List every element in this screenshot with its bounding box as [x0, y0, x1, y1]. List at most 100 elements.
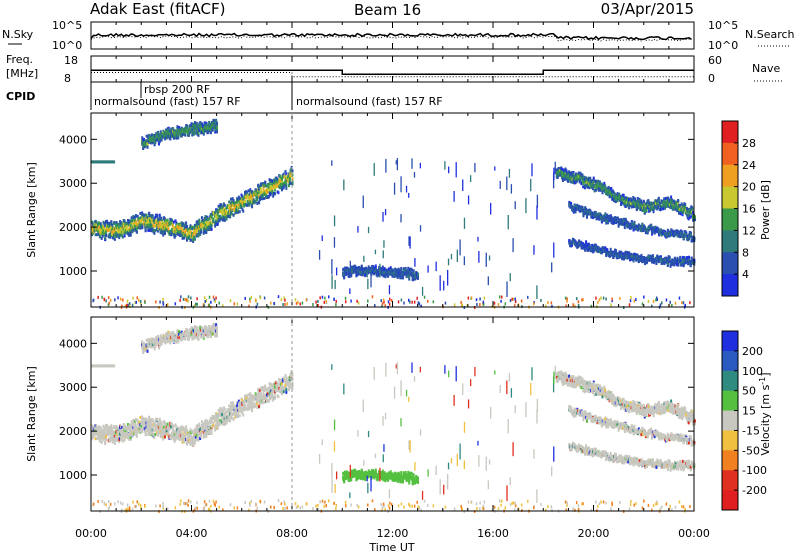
- power-cell: [141, 223, 144, 227]
- power-cell: [182, 229, 185, 233]
- power-cell: [363, 267, 366, 271]
- power-cell: [238, 210, 241, 214]
- power-cell: [667, 204, 670, 208]
- power-cell: [263, 196, 266, 200]
- power-cell: [288, 180, 291, 184]
- power-cell: [683, 256, 686, 260]
- power-cell: [178, 226, 181, 230]
- power-cell: [666, 228, 669, 232]
- power-cell: [170, 221, 173, 225]
- power-cell: [228, 203, 231, 207]
- power-cell: [105, 234, 108, 238]
- power-cell: [111, 228, 114, 232]
- power-cell: [627, 256, 630, 260]
- power-cell: [157, 217, 160, 221]
- power-cell: [657, 199, 660, 203]
- power-cell: [614, 251, 617, 255]
- power-cell: [191, 133, 194, 137]
- power-cell: [581, 206, 584, 210]
- power-cell: [675, 229, 678, 233]
- power-cell: [383, 270, 386, 274]
- power-cell: [637, 259, 640, 263]
- power-cell: [391, 269, 394, 273]
- power-cell: [141, 225, 144, 229]
- power-cell: [606, 216, 609, 220]
- power-cell: [660, 233, 663, 237]
- power-cell: [669, 206, 672, 210]
- power-cell: [123, 234, 126, 238]
- power-cell: [184, 231, 187, 235]
- power-cell: [675, 201, 678, 205]
- power-cell: [641, 223, 644, 227]
- power-cell: [243, 196, 246, 200]
- power-cell: [659, 228, 662, 232]
- power-cell: [263, 192, 266, 196]
- power-cell: [658, 233, 661, 237]
- power-cell: [100, 226, 103, 230]
- power-cell: [577, 244, 580, 248]
- power-cell: [633, 220, 636, 224]
- power-cell: [120, 222, 123, 226]
- power-cell: [223, 203, 226, 207]
- power-cell: [197, 130, 200, 134]
- power-cell: [199, 233, 202, 237]
- power-cell: [636, 196, 639, 200]
- nave-right-label: Nave: [752, 62, 780, 75]
- power-cell: [118, 226, 121, 230]
- power-cell: [289, 181, 292, 185]
- power-cell: [285, 186, 288, 190]
- power-cell: [102, 229, 105, 233]
- power-cell: [631, 223, 634, 227]
- power-cell: [355, 270, 358, 274]
- power-cell: [174, 219, 177, 223]
- power-cell: [659, 255, 662, 259]
- power-cell: [172, 220, 175, 224]
- power-cell: [261, 197, 264, 201]
- power-cell: [603, 181, 606, 185]
- power-cell: [687, 217, 690, 221]
- power-cell: [667, 197, 670, 201]
- power-cell: [633, 222, 636, 226]
- power-cell: [594, 179, 597, 183]
- power-cell: [290, 171, 293, 175]
- power-cell: [639, 257, 642, 261]
- power-cell: [690, 257, 693, 261]
- power-cell: [585, 181, 588, 185]
- power-cell: [276, 180, 279, 184]
- power-cell: [144, 229, 147, 233]
- power-cell: [216, 220, 219, 224]
- power-cell: [157, 142, 160, 146]
- power-cell: [373, 266, 376, 270]
- power-cell: [235, 208, 238, 212]
- power-cell: [606, 248, 609, 252]
- freq-right-tick-top: 60: [708, 54, 722, 67]
- power-cell: [670, 195, 673, 199]
- power-cell: [386, 268, 389, 272]
- frequency-line: [91, 69, 694, 75]
- power-cell: [570, 202, 573, 206]
- power-cell: [229, 197, 232, 201]
- power-cell: [607, 221, 610, 225]
- power-cell: [642, 204, 645, 208]
- power-cell: [348, 274, 351, 278]
- power-cell: [638, 199, 641, 203]
- power-cell: [692, 211, 695, 215]
- power-cell: [635, 207, 638, 211]
- power-cell: [373, 270, 376, 274]
- power-cell: [196, 232, 199, 236]
- power-cell: [625, 255, 628, 259]
- power-cell: [280, 177, 283, 181]
- power-cell: [149, 228, 152, 232]
- power-cell: [109, 232, 112, 236]
- power-cell: [687, 261, 690, 265]
- power-cell: [104, 228, 107, 232]
- power-cell: [197, 132, 200, 136]
- power-cell: [651, 259, 654, 263]
- power-cell: [673, 256, 676, 260]
- power-cell: [206, 224, 209, 228]
- power-cell: [171, 218, 174, 222]
- power-cell: [210, 215, 213, 219]
- power-cell: [266, 188, 269, 192]
- power-cell: [611, 193, 614, 197]
